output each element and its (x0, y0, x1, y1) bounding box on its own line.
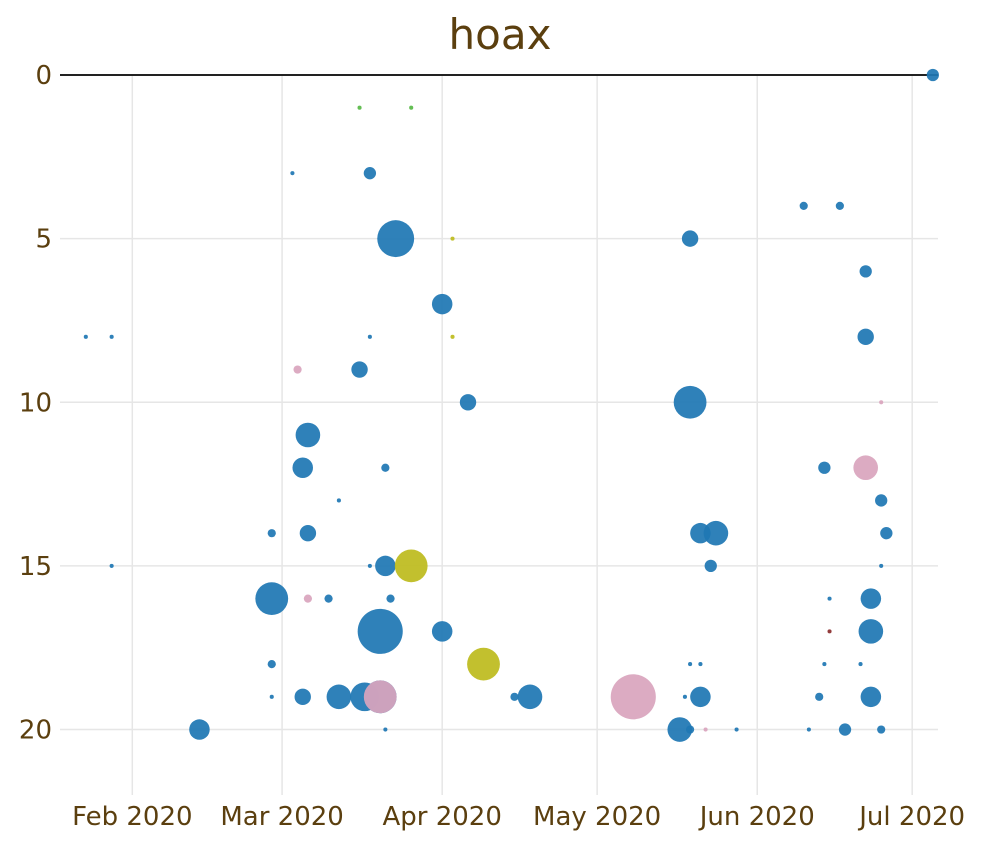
scatter-point[interactable] (431, 621, 453, 642)
scatter-point[interactable] (838, 723, 852, 736)
scatter-point[interactable] (822, 662, 827, 667)
scatter-point[interactable] (879, 563, 884, 568)
scatter-point[interactable] (386, 594, 395, 603)
scatter-point[interactable] (860, 686, 882, 708)
scatter-point[interactable] (363, 167, 377, 180)
scatter-point[interactable] (383, 727, 388, 732)
scatter-point[interactable] (818, 461, 831, 474)
scatter-point[interactable] (255, 582, 289, 616)
scatter-point[interactable] (336, 498, 341, 503)
x-tick-label: Jun 2020 (698, 802, 815, 832)
scatter-point[interactable] (835, 201, 844, 211)
scatter-point[interactable] (704, 559, 717, 573)
scatter-point[interactable] (799, 201, 808, 211)
scatter-point[interactable] (734, 727, 739, 732)
scatter-point[interactable] (267, 529, 276, 538)
scatter-point[interactable] (688, 662, 693, 667)
scatter-point[interactable] (827, 629, 832, 634)
scatter-point[interactable] (377, 220, 415, 258)
scatter-point[interactable] (690, 686, 711, 708)
scatter-point[interactable] (409, 105, 414, 110)
chart-title: hoax (448, 10, 552, 59)
scatter-point[interactable] (290, 171, 295, 176)
y-tick-label: 15 (19, 552, 52, 582)
scatter-point[interactable] (926, 68, 939, 82)
scatter-point[interactable] (815, 692, 824, 701)
scatter-point[interactable] (875, 494, 888, 507)
scatter-point[interactable] (450, 236, 455, 241)
scatter-point[interactable] (877, 725, 886, 734)
scatter-point[interactable] (431, 293, 453, 315)
scatter-point[interactable] (860, 588, 882, 609)
scatter-point[interactable] (324, 594, 333, 603)
scatter-point[interactable] (857, 328, 874, 346)
scatter-point[interactable] (880, 527, 893, 540)
scatter-point[interactable] (394, 549, 428, 583)
scatter-point[interactable] (367, 563, 372, 568)
scatter-point[interactable] (375, 555, 396, 577)
scatter-point[interactable] (299, 524, 317, 542)
scatter-point[interactable] (294, 688, 311, 706)
scatter-point[interactable] (681, 230, 699, 247)
scatter-point[interactable] (858, 662, 863, 667)
scatter-point[interactable] (189, 719, 210, 740)
scatter-point[interactable] (517, 684, 543, 710)
scatter-point[interactable] (610, 674, 656, 720)
scatter-point[interactable] (267, 659, 276, 669)
x-tick-label: Jul 2020 (857, 802, 965, 832)
scatter-point[interactable] (698, 662, 703, 667)
scatter-point[interactable] (510, 692, 519, 701)
y-tick-label: 10 (19, 388, 52, 418)
scatter-point[interactable] (859, 265, 872, 278)
scatter-point[interactable] (467, 647, 500, 681)
scatter-point[interactable] (367, 334, 372, 339)
scatter-point[interactable] (357, 105, 362, 110)
scatter-point[interactable] (351, 361, 368, 378)
scatter-point[interactable] (357, 608, 403, 654)
scatter-point[interactable] (667, 717, 693, 742)
scatter-point[interactable] (673, 385, 707, 419)
scatter-point[interactable] (879, 400, 884, 405)
x-tick-label: Mar 2020 (220, 802, 344, 832)
scatter-point[interactable] (109, 334, 114, 339)
x-tick-label: Apr 2020 (382, 802, 501, 832)
points-layer (83, 68, 939, 742)
scatter-point[interactable] (83, 334, 88, 339)
scatter-point[interactable] (450, 334, 455, 339)
scatter-point[interactable] (269, 694, 274, 699)
scatter-point[interactable] (381, 463, 390, 472)
scatter-point[interactable] (293, 365, 302, 374)
scatter-point[interactable] (685, 725, 695, 734)
y-tick-label: 5 (35, 225, 52, 255)
y-tick-label: 0 (35, 61, 52, 91)
y-tick-label: 20 (19, 716, 52, 746)
scatter-point[interactable] (295, 422, 321, 448)
grid-layer (60, 74, 938, 795)
scatter-point[interactable] (858, 619, 884, 644)
scatter-point[interactable] (109, 563, 114, 568)
scatter-point[interactable] (326, 684, 352, 710)
x-tick-label: Feb 2020 (72, 802, 192, 832)
scatter-point[interactable] (806, 727, 811, 732)
scatter-point[interactable] (827, 596, 832, 601)
axis-layer: Feb 2020 Mar 2020 Apr 2020 May 2020 Jun 2020… (19, 61, 965, 832)
scatter-point[interactable] (303, 594, 313, 603)
scatter-point[interactable] (703, 727, 708, 732)
scatter-point[interactable] (363, 680, 397, 714)
scatter-point[interactable] (292, 457, 313, 478)
scatter-point[interactable] (682, 694, 687, 699)
scatter-point[interactable] (459, 394, 477, 411)
scatter-point[interactable] (853, 455, 878, 481)
scatter-point[interactable] (703, 520, 729, 546)
x-tick-label: May 2020 (533, 802, 661, 832)
